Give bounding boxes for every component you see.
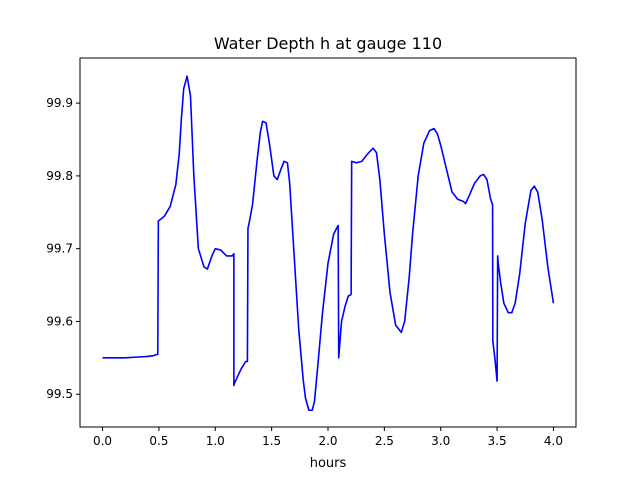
x-tick-label: 4.0 <box>544 434 563 448</box>
x-axis: 0.0 0.5 1.0 1.5 2.0 2.5 3.0 3.5 4.0 <box>93 427 563 448</box>
y-tick-label: 99.7 <box>46 242 73 256</box>
chart-title: Water Depth h at gauge 110 <box>214 34 442 53</box>
x-axis-label: hours <box>310 456 347 471</box>
series-line <box>102 75 555 412</box>
x-tick-label: 3.5 <box>488 434 507 448</box>
x-tick-label: 0.0 <box>93 434 112 448</box>
x-tick-label: 3.0 <box>431 434 450 448</box>
y-tick-label: 99.9 <box>46 96 73 110</box>
y-tick-label: 99.5 <box>46 387 73 401</box>
x-tick-label: 2.5 <box>375 434 394 448</box>
plot-area <box>102 75 555 412</box>
x-tick-label: 0.5 <box>149 434 168 448</box>
x-tick-label: 2.0 <box>318 434 337 448</box>
y-tick-label: 99.8 <box>46 169 73 183</box>
y-axis: 99.5 99.6 99.7 99.8 99.9 <box>46 96 80 401</box>
y-tick-label: 99.6 <box>46 314 73 328</box>
x-tick-label: 1.0 <box>206 434 225 448</box>
x-tick-label: 1.5 <box>262 434 281 448</box>
